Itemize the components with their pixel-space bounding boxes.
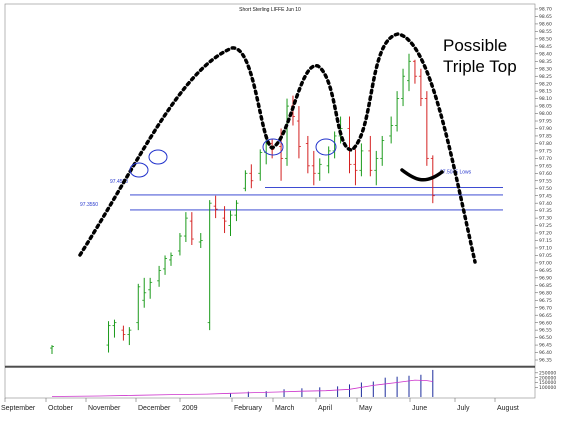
x-tick-label: June	[412, 405, 427, 412]
volume-tick-label: 200000	[539, 375, 556, 381]
open-interest-line	[51, 379, 433, 397]
y-tick-label: 96.95	[539, 268, 552, 274]
x-tick-label: March	[275, 405, 295, 412]
x-tick-label: February	[234, 405, 263, 412]
y-tick-label: 98.30	[539, 66, 552, 72]
y-tick-label: 98.05	[539, 104, 552, 110]
y-tick-label: 96.35	[539, 358, 552, 364]
y-tick-label: 98.10	[539, 96, 552, 102]
volume-tick-label: 250000	[539, 370, 556, 376]
y-tick-label: 98.70	[539, 7, 552, 13]
y-tick-label: 97.75	[539, 148, 552, 154]
circle-marker-2	[148, 149, 168, 165]
y-tick-label: 97.20	[539, 231, 552, 237]
y-tick-label: 98.45	[539, 44, 552, 50]
circle-marker-3	[262, 138, 284, 156]
circle-marker-1	[129, 162, 149, 178]
y-tick-label: 97.90	[539, 126, 552, 132]
x-tick-label: August	[497, 405, 519, 412]
x-tick-label: October	[48, 405, 74, 412]
y-tick-label: 96.55	[539, 328, 552, 334]
y-tick-label: 97.30	[539, 216, 552, 222]
y-tick-label: 97.80	[539, 141, 552, 147]
y-tick-label: 98.15	[539, 89, 552, 95]
y-tick-label: 97.05	[539, 253, 552, 259]
y-tick-label: 97.40	[539, 201, 552, 207]
y-tick-label: 97.15	[539, 238, 552, 244]
volume-series	[51, 369, 434, 397]
y-tick-label: 98.00	[539, 111, 552, 117]
volume-tick-label: 100000	[539, 385, 556, 391]
x-tick-label: May	[359, 405, 373, 412]
x-tick-label: September	[1, 405, 36, 412]
y-tick-label: 97.60	[539, 171, 552, 177]
x-axis: September October November December 2009 Febr…	[1, 398, 519, 412]
y-tick-label: 98.20	[539, 81, 552, 87]
y-tick-label: 98.40	[539, 51, 552, 57]
annotation-text: Possible Triple Top	[443, 36, 517, 76]
level-label: 97.4550	[110, 179, 128, 185]
chart-title: Short Sterling LIFFE Jun 10	[239, 7, 301, 13]
y-tick-label: 96.70	[539, 305, 552, 311]
y-tick-label: 98.25	[539, 74, 552, 80]
y-tick-label: 97.70	[539, 156, 552, 162]
annotation-line: Possible	[443, 36, 507, 55]
y-tick-label: 97.95	[539, 119, 552, 125]
y-tick-label: 96.40	[539, 350, 552, 356]
y-tick-label: 98.50	[539, 36, 552, 42]
y-tick-label: 98.65	[539, 14, 552, 20]
triple-top-dotted-outline	[78, 32, 477, 264]
y-tick-label: 96.45	[539, 343, 552, 349]
y-tick-label: 97.00	[539, 261, 552, 267]
y-tick-label: 96.80	[539, 290, 552, 296]
y-tick-label: 96.65	[539, 313, 552, 319]
y-tick-label: 97.10	[539, 246, 552, 252]
price-bars	[50, 53, 435, 355]
y-tick-label: 97.50	[539, 186, 552, 192]
y-tick-label: 96.75	[539, 298, 552, 304]
x-tick-label: April	[318, 405, 332, 412]
y-tick-label: 97.45	[539, 193, 552, 199]
annotation-line: Triple Top	[443, 57, 517, 76]
y-tick-label: 98.60	[539, 22, 552, 28]
volume-tick-label: 150000	[539, 380, 556, 386]
y-tick-label: 96.60	[539, 320, 552, 326]
x-tick-label: November	[88, 405, 121, 412]
circle-marker-4	[315, 138, 337, 156]
volume-panel-frame	[4, 365, 536, 399]
y-tick-label: 97.35	[539, 208, 552, 214]
y-tick-label: 96.90	[539, 275, 552, 281]
level-label: 97.3550	[80, 202, 98, 208]
x-tick-label: December	[138, 405, 171, 412]
y-tick-label: 97.55	[539, 178, 552, 184]
y-tick-label: 97.65	[539, 163, 552, 169]
y-tick-label: 97.85	[539, 134, 552, 140]
y-tick-label: 98.35	[539, 59, 552, 65]
projected-dip-curve	[400, 168, 444, 182]
x-tick-label: July	[457, 405, 470, 412]
x-tick-label: 2009	[182, 405, 198, 412]
y-tick-label: 96.85	[539, 283, 552, 289]
y-tick-label: 98.55	[539, 29, 552, 35]
y-tick-label: 97.25	[539, 223, 552, 229]
y-tick-label: 96.50	[539, 335, 552, 341]
